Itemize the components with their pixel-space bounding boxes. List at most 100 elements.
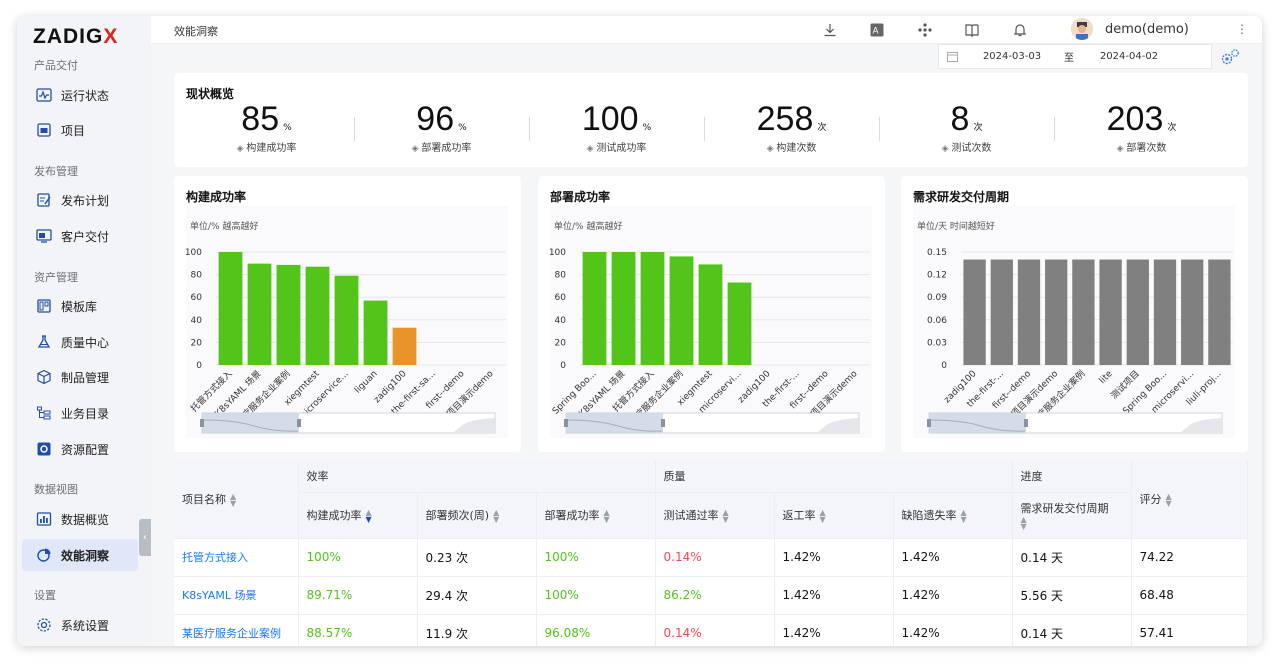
y-tick-label: 60 bbox=[191, 293, 203, 303]
sidebar-item-resource[interactable]: 资源配置 bbox=[22, 433, 138, 465]
bar[interactable] bbox=[727, 282, 752, 365]
bar[interactable] bbox=[1181, 259, 1204, 365]
y-tick-label: 20 bbox=[555, 338, 567, 348]
bar[interactable] bbox=[276, 264, 301, 365]
bell-icon[interactable] bbox=[1012, 22, 1028, 38]
bar[interactable] bbox=[640, 252, 665, 365]
bar[interactable] bbox=[1126, 259, 1149, 365]
cell-cycle: 5.56 天 bbox=[1012, 576, 1132, 615]
sort-desc-icon[interactable]: ▲ ▼ bbox=[365, 508, 372, 524]
more-vertical-icon[interactable]: ⋮ bbox=[1236, 22, 1248, 36]
sidebar-item-project[interactable]: 项目 bbox=[22, 114, 138, 146]
translate-icon[interactable]: A bbox=[869, 22, 885, 38]
bar[interactable] bbox=[1153, 259, 1177, 365]
zoom-window[interactable] bbox=[202, 413, 299, 433]
bar[interactable] bbox=[698, 264, 723, 365]
bar[interactable] bbox=[1099, 259, 1122, 365]
zoom-preview-area bbox=[454, 418, 495, 432]
cell-defect: 1.42% bbox=[893, 538, 1013, 577]
bar[interactable] bbox=[334, 275, 359, 365]
sort-icon[interactable]: ▲ ▼ bbox=[493, 508, 500, 524]
sidebar-item-release-plan[interactable]: 发布计划 bbox=[22, 184, 138, 216]
col-header-deploy[interactable]: 部署成功率 ▲ ▼ bbox=[536, 492, 656, 539]
logo[interactable]: ZADIGX bbox=[33, 25, 119, 48]
sort-icon[interactable]: ▲ ▼ bbox=[230, 491, 237, 508]
col-header-name[interactable]: 项目名称 ▲ ▼ bbox=[174, 460, 299, 539]
project-metrics-table: 项目名称 ▲ ▼ 效率 质量 进度 评分 ▲ ▼ 构建成功率 ▲ ▼ 部署频次(周) ▲ ▼ 部… bbox=[174, 460, 1248, 646]
sort-icon[interactable]: ▲ ▼ bbox=[1165, 491, 1172, 508]
zoom-window[interactable] bbox=[929, 413, 1026, 433]
sidebar-item-quality[interactable]: 质量中心 bbox=[22, 326, 138, 358]
sort-icon[interactable]: ▲ ▼ bbox=[603, 508, 610, 524]
zoom-handle-right[interactable] bbox=[661, 419, 665, 427]
project-icon bbox=[35, 121, 53, 139]
col-header-test[interactable]: 测试通过率 ▲ ▼ bbox=[655, 492, 775, 539]
zoom-handle-left[interactable] bbox=[564, 419, 568, 427]
stat-label: 部署次数 bbox=[1126, 143, 1167, 154]
sidebar-item-efficiency-insight[interactable]: 效能洞察 bbox=[22, 539, 138, 571]
sidebar-item-customer-delivery[interactable]: 客户交付 bbox=[22, 220, 138, 252]
stat-0: 85% ◈ 构建成功率 bbox=[179, 99, 354, 154]
user-menu[interactable]: demo(demo) bbox=[1071, 18, 1189, 40]
date-start[interactable]: 2024-03-03 bbox=[982, 51, 1042, 62]
col-header-defect[interactable]: 缺陷遗失率 ▲ ▼ bbox=[893, 492, 1013, 539]
bar[interactable] bbox=[247, 263, 272, 365]
zoom-handle-left[interactable] bbox=[200, 419, 204, 427]
stat-divider bbox=[879, 117, 880, 141]
col-header-score[interactable]: 评分 ▲ ▼ bbox=[1131, 460, 1248, 539]
project-name-link[interactable]: 某医疗服务企业案例 bbox=[174, 614, 299, 646]
bar[interactable] bbox=[611, 252, 636, 365]
bar[interactable] bbox=[669, 256, 694, 365]
sort-icon[interactable]: ▲ ▼ bbox=[960, 508, 967, 524]
book-icon[interactable] bbox=[964, 22, 980, 38]
bar[interactable] bbox=[1208, 259, 1231, 365]
calendar-icon bbox=[939, 51, 965, 62]
sidebar-item-data-overview[interactable]: 数据概览 bbox=[22, 503, 138, 535]
x-tick-label: 项目演示demo bbox=[808, 367, 860, 419]
breadcrumb: 效能洞察 bbox=[174, 25, 218, 38]
project-name-link[interactable]: 托管方式接入 bbox=[174, 538, 299, 577]
bar[interactable] bbox=[363, 300, 388, 365]
settings-gears-icon[interactable] bbox=[1220, 48, 1240, 70]
sidebar-item-system-settings[interactable]: 系统设置 bbox=[22, 609, 138, 641]
sidebar-item-catalog[interactable]: 业务目录 bbox=[22, 397, 138, 429]
bar[interactable] bbox=[305, 266, 330, 365]
y-tick-label: 0 bbox=[560, 361, 566, 371]
sidebar-item-runtime-status[interactable]: 运行状态 bbox=[22, 79, 138, 111]
date-range-picker[interactable]: 2024-03-03 至 2024-04-02 bbox=[938, 44, 1212, 69]
bar[interactable] bbox=[1045, 259, 1068, 365]
avatar bbox=[1071, 18, 1093, 40]
bar[interactable] bbox=[582, 252, 607, 365]
col-header-build[interactable]: 构建成功率 ▲ ▼ bbox=[298, 492, 418, 539]
sidebar-collapse-button[interactable]: ‹ bbox=[139, 519, 151, 556]
project-name-link[interactable]: K8sYAML 场景 bbox=[174, 576, 299, 615]
date-end[interactable]: 2024-04-02 bbox=[1099, 51, 1159, 62]
col-header-rework[interactable]: 返工率 ▲ ▼ bbox=[774, 492, 894, 539]
bar[interactable] bbox=[1072, 259, 1095, 365]
col-header-freq[interactable]: 部署频次(周) ▲ ▼ bbox=[417, 492, 537, 539]
bar[interactable] bbox=[392, 327, 417, 365]
zoom-handle-left[interactable] bbox=[927, 419, 931, 427]
bar[interactable] bbox=[963, 259, 986, 365]
sidebar-item-artifacts[interactable]: 制品管理 bbox=[22, 361, 138, 393]
stat-value: 100 bbox=[581, 100, 639, 138]
sort-icon[interactable]: ▲ ▼ bbox=[819, 508, 826, 524]
zoom-handle-right[interactable] bbox=[297, 419, 301, 427]
sort-icon[interactable]: ▲ ▼ bbox=[722, 508, 729, 524]
plugin-icon[interactable] bbox=[917, 22, 933, 38]
cell-score: 74.22 bbox=[1131, 538, 1248, 577]
chart-title: 需求研发交付周期 bbox=[913, 190, 1010, 204]
build-success-chart-card: 构建成功率 单位/% 越高越好 0 20 40 60 80 100 托管方式接入 K8sYAM… bbox=[174, 176, 521, 452]
sidebar-item-template[interactable]: 模板库 bbox=[22, 290, 138, 322]
col-header-cycle[interactable]: 需求研发交付周期 ▲ ▼ bbox=[1012, 492, 1132, 539]
stat-1: 96% ◈ 部署成功率 bbox=[354, 99, 529, 154]
bar[interactable] bbox=[990, 259, 1013, 365]
bar[interactable] bbox=[218, 252, 243, 365]
app-window: ZADIGX 产品交付 运行状态 项目 发布管理 发布计划 客户交付 资产管理 … bbox=[17, 16, 1262, 646]
cube-icon: ◈ bbox=[236, 144, 247, 154]
download-icon[interactable] bbox=[822, 22, 838, 38]
sort-icon[interactable]: ▲ ▼ bbox=[1020, 515, 1027, 531]
bar[interactable] bbox=[1017, 259, 1041, 365]
zoom-handle-right[interactable] bbox=[1024, 419, 1028, 427]
zoom-window[interactable] bbox=[566, 413, 663, 433]
